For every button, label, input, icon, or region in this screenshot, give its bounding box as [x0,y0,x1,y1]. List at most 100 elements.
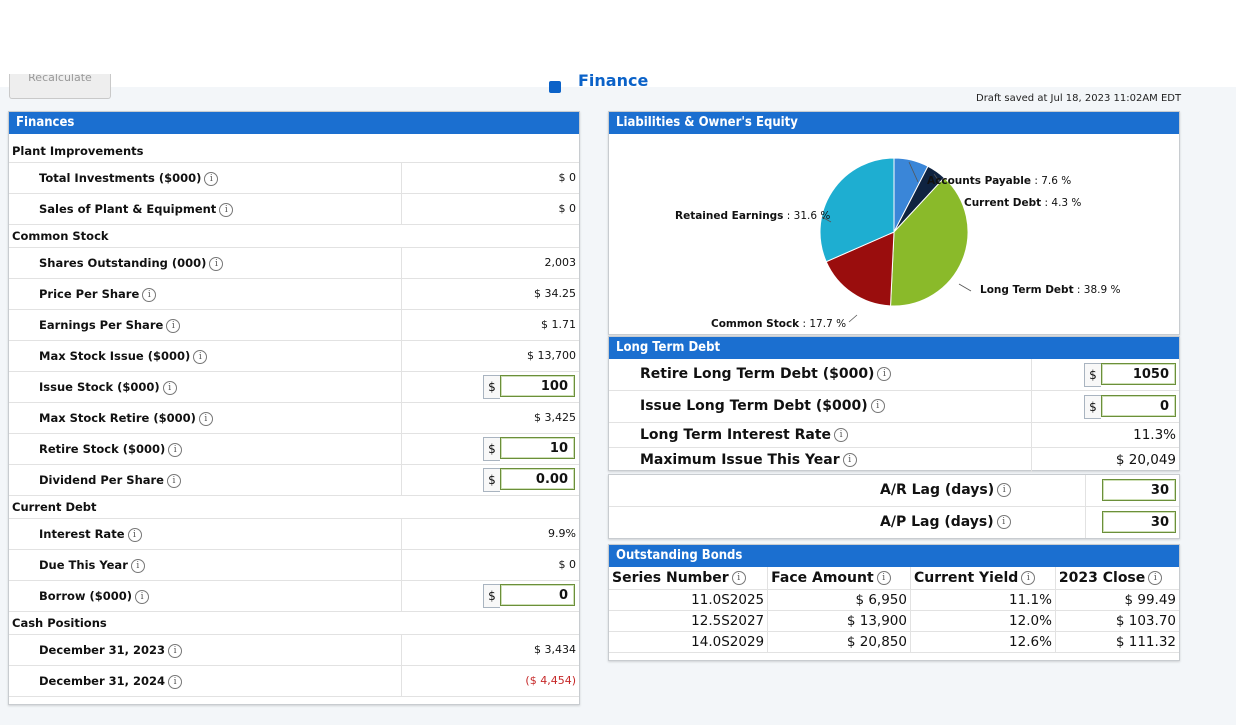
due-this-year-value: $ 0 [558,558,577,571]
pie-label-long-term-debt: Long Term Debt : 38.9 % [980,284,1121,296]
row-max-stock-issue-000: Max Stock Issue ($000) i $ 13,700 [9,341,579,372]
bond-cell-2023-close: $ 111.32 [1054,631,1179,653]
info-icon[interactable]: i [877,367,892,381]
row-issue-stock-000: Issue Stock ($000) i $100 [9,372,579,403]
info-icon[interactable]: i [142,287,157,302]
currency-prefix: $ [1084,395,1101,419]
pie-slice-retained-earnings[interactable] [819,157,895,263]
lags-panel: A/R Lag (days) i 30 A/P Lag (days) i 30 [608,474,1180,539]
pie-slice-common-stock[interactable] [825,231,895,307]
bond-cell-current-yield: 12.0% [909,610,1056,632]
info-icon[interactable]: i [135,589,150,604]
pie-label-value: : 38.9 % [1073,284,1121,296]
borrow-000-input[interactable]: 0 [500,584,575,606]
info-icon[interactable]: i [130,558,145,573]
info-icon[interactable]: i [198,411,213,426]
recalculate-button[interactable]: Recalculate [9,74,111,99]
max-stock-issue-000-value: $ 13,700 [527,349,576,362]
bond-cell-2023-close: $ 99.49 [1054,589,1179,611]
row-label-text: Price Per Share [39,287,140,301]
issue-stock-000-input[interactable]: 100 [500,375,575,397]
row-total-investments-000: Total Investments ($000) i $ 0 [9,163,579,194]
info-icon[interactable]: i [731,571,746,585]
section-common-stock: Common Stock [9,225,579,248]
price-per-share-value: $ 34.25 [534,287,576,300]
ar-lag-row: A/R Lag (days) i 30 [609,475,1179,507]
info-icon[interactable]: i [209,256,224,271]
pie-label-value: : 7.6 % [1031,175,1072,187]
column-divider [401,341,402,371]
row-label: Total Investments ($000) i [39,163,219,193]
bond-row: 11.0S2025 $ 6,950 11.1% $ 99.49 [609,589,1179,611]
ltd-rate-value: 11.3% [1133,427,1176,443]
section-plant-improvements: Plant Improvements [9,140,579,163]
pie-label-name: Common Stock [711,318,800,330]
section-cash-positions: Cash Positions [9,612,579,635]
section-current-debt: Current Debt [9,496,579,519]
row-december-31-2023: December 31, 2023 i $ 3,434 [9,635,579,666]
info-icon[interactable]: i [166,473,181,488]
info-icon[interactable]: i [1148,571,1163,585]
bond-cell-series-number: 12.5S2027 [609,610,768,632]
shares-outstanding-000-value: 2,003 [544,256,577,269]
row-due-this-year: Due This Year i $ 0 [9,550,579,581]
row-label-text: Earnings Per Share [39,318,164,332]
info-icon[interactable]: i [219,202,234,217]
info-icon[interactable]: i [842,453,857,467]
info-icon[interactable]: i [1021,571,1036,585]
info-icon[interactable]: i [127,527,142,542]
currency-prefix: $ [483,584,500,608]
info-icon[interactable]: i [162,380,177,395]
issue-ltd-input[interactable]: 0 [1101,395,1176,417]
row-label-text: Sales of Plant & Equipment [39,202,217,216]
pie-slice-long-term-debt[interactable] [889,176,969,307]
info-icon[interactable]: i [168,643,183,658]
ar-lag-input[interactable]: 30 [1102,479,1176,501]
column-divider [401,403,402,433]
finances-panel: Finances Plant Improvements Total Investm… [8,111,580,705]
column-divider [1031,359,1032,390]
column-divider [401,434,402,464]
info-icon[interactable]: i [168,442,183,457]
dividend-per-share-input[interactable]: 0.00 [500,468,575,490]
retire-stock-000-input[interactable]: 10 [500,437,575,459]
ltd-rate-label: Long Term Interest Rate [640,427,832,443]
row-borrow-000: Borrow ($000) i $0 [9,581,579,612]
pie-label-name: Accounts Payable [927,175,1032,187]
pie-leader-line [908,161,919,183]
info-icon[interactable]: i [193,349,208,364]
pie-label-current-debt: Current Debt : 4.3 % [964,197,1081,209]
info-icon[interactable]: i [834,428,849,442]
info-icon[interactable]: i [204,171,219,186]
column-divider [401,465,402,495]
ap-lag-input[interactable]: 30 [1102,511,1176,533]
column-divider [1085,507,1086,538]
row-label-text: Borrow ($000) [39,589,133,603]
column-divider [401,194,402,224]
row-label-text: Retire Stock ($000) [39,442,166,456]
info-icon[interactable]: i [876,571,891,585]
row-label-text: Issue Stock ($000) [39,380,160,394]
info-icon[interactable]: i [997,483,1012,497]
row-dividend-per-share: Dividend Per Share i $0.00 [9,465,579,496]
issue-ltd-label: Issue Long Term Debt ($000) [640,398,868,414]
info-icon[interactable]: i [870,399,885,413]
pie-leader-line [821,216,832,223]
bonds-table: Series Number i Face Amount i Current Yield i… [609,567,1179,653]
row-max-stock-retire-000: Max Stock Retire ($000) i $ 3,425 [9,403,579,434]
finances-title: Finances [9,112,579,134]
ap-lag-row: A/P Lag (days) i 30 [609,507,1179,538]
bonds-header-row: Series Number i Face Amount i Current Yield i… [609,567,1179,590]
row-label-text: Interest Rate [39,527,125,541]
total-investments-000-value: $ 0 [558,171,577,184]
liabilities-pie [819,157,972,323]
info-icon[interactable]: i [996,515,1011,529]
row-earnings-per-share: Earnings Per Share i $ 1.71 [9,310,579,341]
info-icon[interactable]: i [166,318,181,333]
bonds-header-label: Current Yield [913,570,1019,586]
retire-ltd-input[interactable]: 1050 [1101,363,1176,385]
bonds-header-label: 2023 Close [1058,570,1146,586]
bond-cell-2023-close: $ 103.70 [1054,610,1179,632]
info-icon[interactable]: i [168,674,183,689]
december-31-2024-value: ($ 4,454) [525,674,576,687]
